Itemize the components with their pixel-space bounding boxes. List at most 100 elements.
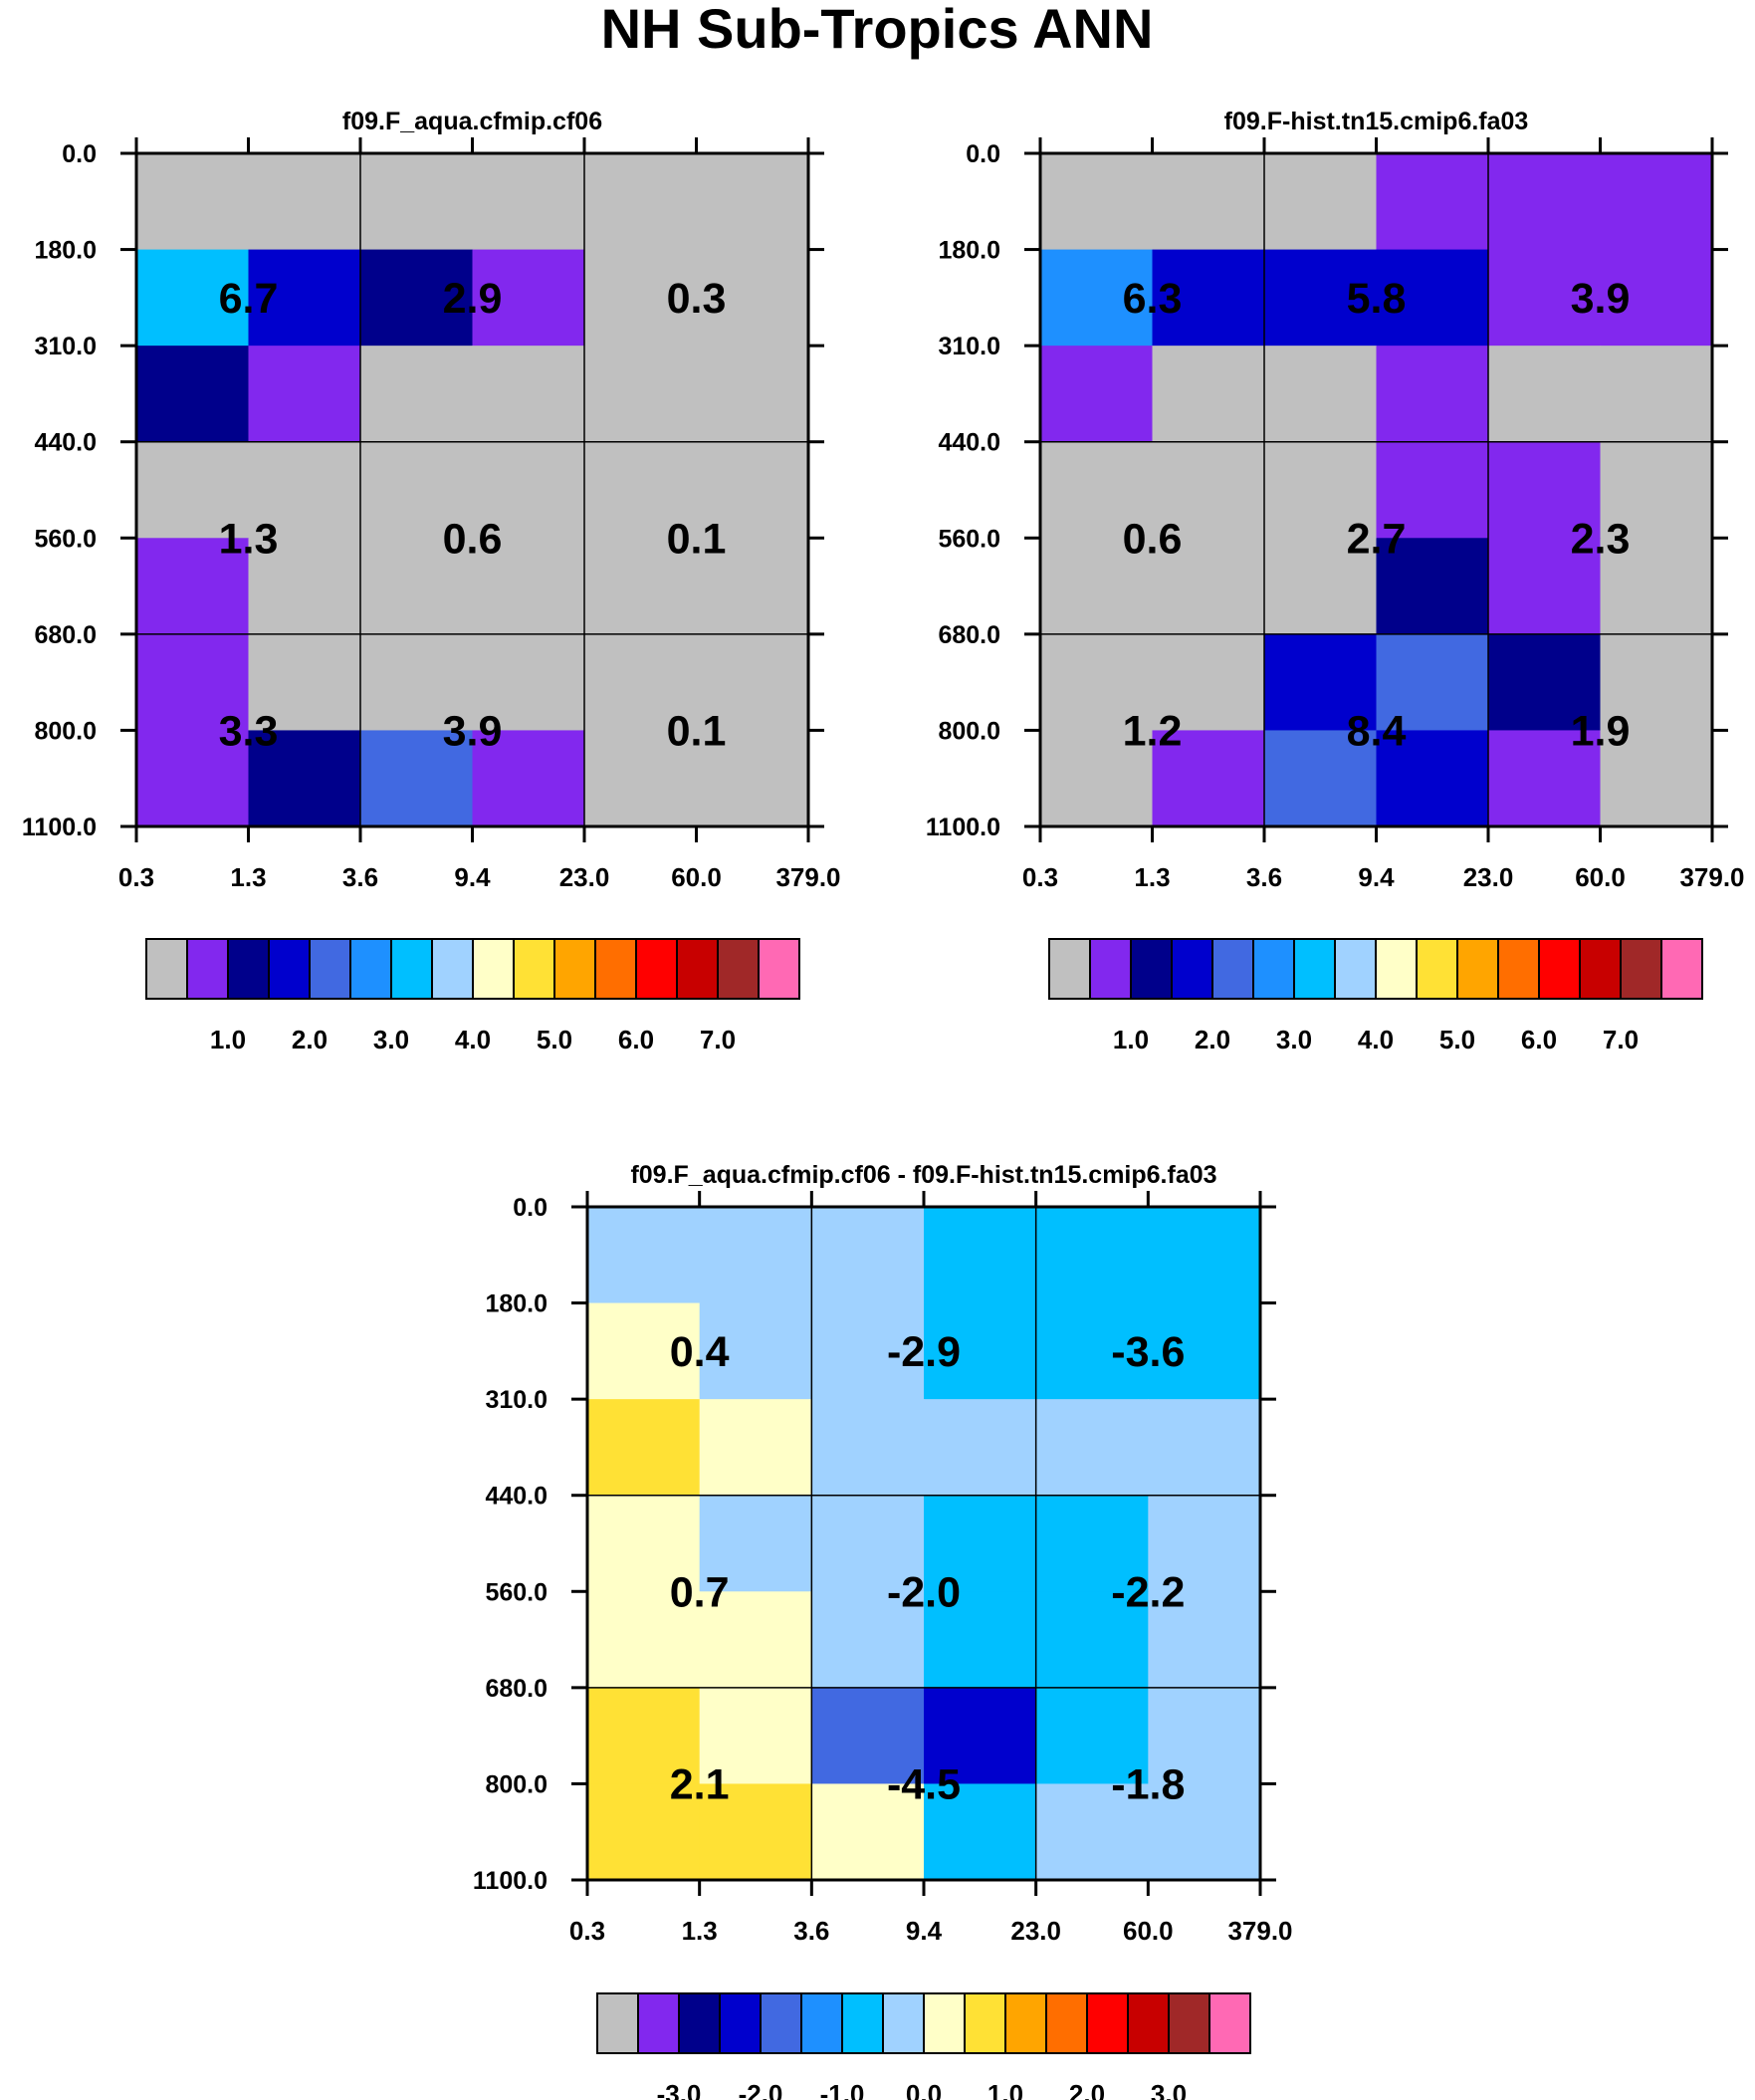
colorbar-label: 5.0	[537, 1025, 572, 1054]
heatmap-cell	[924, 1207, 1037, 1304]
heatmap-cell	[696, 730, 809, 827]
heatmap-cell	[1376, 346, 1489, 443]
heatmap-cell	[1152, 538, 1265, 635]
heatmap-cell	[1040, 633, 1154, 732]
heatmap-cell	[587, 1399, 701, 1497]
heatmap-cell	[811, 1591, 925, 1689]
colorbar-box	[349, 938, 392, 1000]
heatmap-cell	[1488, 153, 1602, 251]
heatmap-cell	[1040, 730, 1154, 827]
panel-3: f09.F_aqua.cfmip.cf06 - f09.F-hist.tn15.…	[473, 1161, 1293, 2100]
x-tick-label: 23.0	[559, 862, 610, 892]
x-tick-label: 379.0	[1227, 1916, 1292, 1946]
block-value-label: 1.9	[1571, 707, 1631, 755]
heatmap-cell	[699, 1495, 812, 1592]
block-value-label: -4.5	[887, 1760, 961, 1808]
figure-title: NH Sub-Tropics ANN	[601, 0, 1154, 60]
heatmap-cell	[587, 1495, 701, 1592]
heatmap-cell	[924, 1591, 1037, 1689]
x-tick-label: 9.4	[1358, 862, 1395, 892]
colorbar-box	[268, 938, 311, 1000]
heatmap-cell	[1600, 538, 1713, 635]
colorbar-box	[678, 1992, 721, 2054]
colorbar-box	[1375, 938, 1418, 1000]
block-value-label: -3.6	[1111, 1328, 1185, 1376]
y-tick-label: 560.0	[485, 1578, 548, 1606]
heatmap-cell	[699, 1591, 812, 1689]
heatmap-cell	[924, 1495, 1037, 1592]
heatmap-cell	[1264, 153, 1378, 251]
block-value-label: 8.4	[1347, 707, 1407, 755]
colorbar-label: -3.0	[657, 2079, 702, 2100]
colorbar-box	[1416, 938, 1458, 1000]
heatmap-cell	[248, 730, 361, 827]
colorbar-box	[719, 1992, 762, 2054]
block-value-label: 1.2	[1123, 707, 1183, 755]
colorbar-box	[800, 1992, 843, 2054]
heatmap-cell	[1376, 538, 1489, 635]
heatmap-cell	[1600, 633, 1713, 732]
colorbar-box	[676, 938, 719, 1000]
colorbar-box	[390, 938, 433, 1000]
colorbar-label: 0.0	[906, 2079, 942, 2100]
heatmap-cell	[1376, 441, 1489, 539]
colorbar-label: 4.0	[455, 1025, 491, 1054]
panels: f09.F_aqua.cfmip.cf06 0.3 1.3 3.6 9.4 23.0 60.…	[22, 108, 1745, 2100]
heatmap-cell	[584, 730, 698, 827]
heatmap-cell	[1035, 1591, 1149, 1689]
heatmap-cell	[1264, 346, 1378, 443]
heatmap-cell	[584, 249, 698, 347]
y-tick-label: 440.0	[34, 429, 97, 457]
heatmap-cell	[1600, 153, 1713, 251]
colorbar-box	[1004, 1992, 1047, 2054]
y-tick-label: 180.0	[485, 1290, 548, 1318]
colorbar-box	[1208, 1992, 1251, 2054]
heatmap-cell	[811, 1495, 925, 1592]
colorbar-box	[758, 938, 800, 1000]
colorbar-box	[964, 1992, 1006, 2054]
block-value-label: -1.8	[1111, 1760, 1185, 1808]
colorbar-box	[1660, 938, 1703, 1000]
block-value-label: 1.3	[219, 515, 279, 563]
colorbar-label: 7.0	[700, 1025, 736, 1054]
heatmap-cell	[1148, 1302, 1261, 1400]
y-tick-label: 440.0	[938, 429, 1000, 457]
heatmap-cell	[1376, 730, 1489, 827]
x-tick-label: 379.0	[1679, 862, 1744, 892]
block-value-label: 0.7	[670, 1568, 730, 1616]
heatmap-cell	[1148, 1207, 1261, 1304]
heatmap-cell	[1488, 538, 1602, 635]
colorbar-label: 6.0	[1521, 1025, 1557, 1054]
y-tick-label: 1100.0	[926, 814, 1000, 841]
colorbar-label: 1.0	[1113, 1025, 1149, 1054]
colorbar-label: 6.0	[618, 1025, 654, 1054]
y-tick-label: 560.0	[34, 525, 97, 553]
x-tick-label: 60.0	[1575, 862, 1626, 892]
heatmap-cell	[1035, 1207, 1149, 1304]
colorbar-box	[1579, 938, 1622, 1000]
block-value-label: 0.1	[667, 515, 727, 563]
block-value-label: 2.9	[443, 275, 503, 323]
colorbar-box	[596, 1992, 639, 2054]
block-value-label: 2.3	[1571, 515, 1631, 563]
heatmap-cell	[1488, 346, 1602, 443]
block-value-label: 6.7	[219, 275, 279, 323]
block-value-label: 0.4	[670, 1328, 730, 1376]
y-tick-label: 800.0	[34, 717, 97, 745]
heatmap-cell	[584, 441, 698, 539]
heatmap-cell	[1152, 730, 1265, 827]
heatmap-cell	[696, 249, 809, 347]
block-value-label: 3.9	[1571, 275, 1631, 323]
panel-2: f09.F-hist.tn15.cmip6.fa03 0.3 1.3 3.6 9.4 23…	[926, 108, 1745, 1054]
colorbar-label: 3.0	[1276, 1025, 1312, 1054]
colorbar-box	[841, 1992, 884, 2054]
heatmap-cell	[1035, 1495, 1149, 1592]
colorbar-box	[1293, 938, 1336, 1000]
y-tick-label: 680.0	[34, 621, 97, 649]
colorbar-box	[472, 938, 515, 1000]
heatmap-cell	[472, 538, 585, 635]
panel-title: f09.F_aqua.cfmip.cf06	[342, 108, 602, 135]
colorbar-box	[1171, 938, 1213, 1000]
x-tick-label: 3.6	[1246, 862, 1282, 892]
x-tick-label: 60.0	[671, 862, 722, 892]
